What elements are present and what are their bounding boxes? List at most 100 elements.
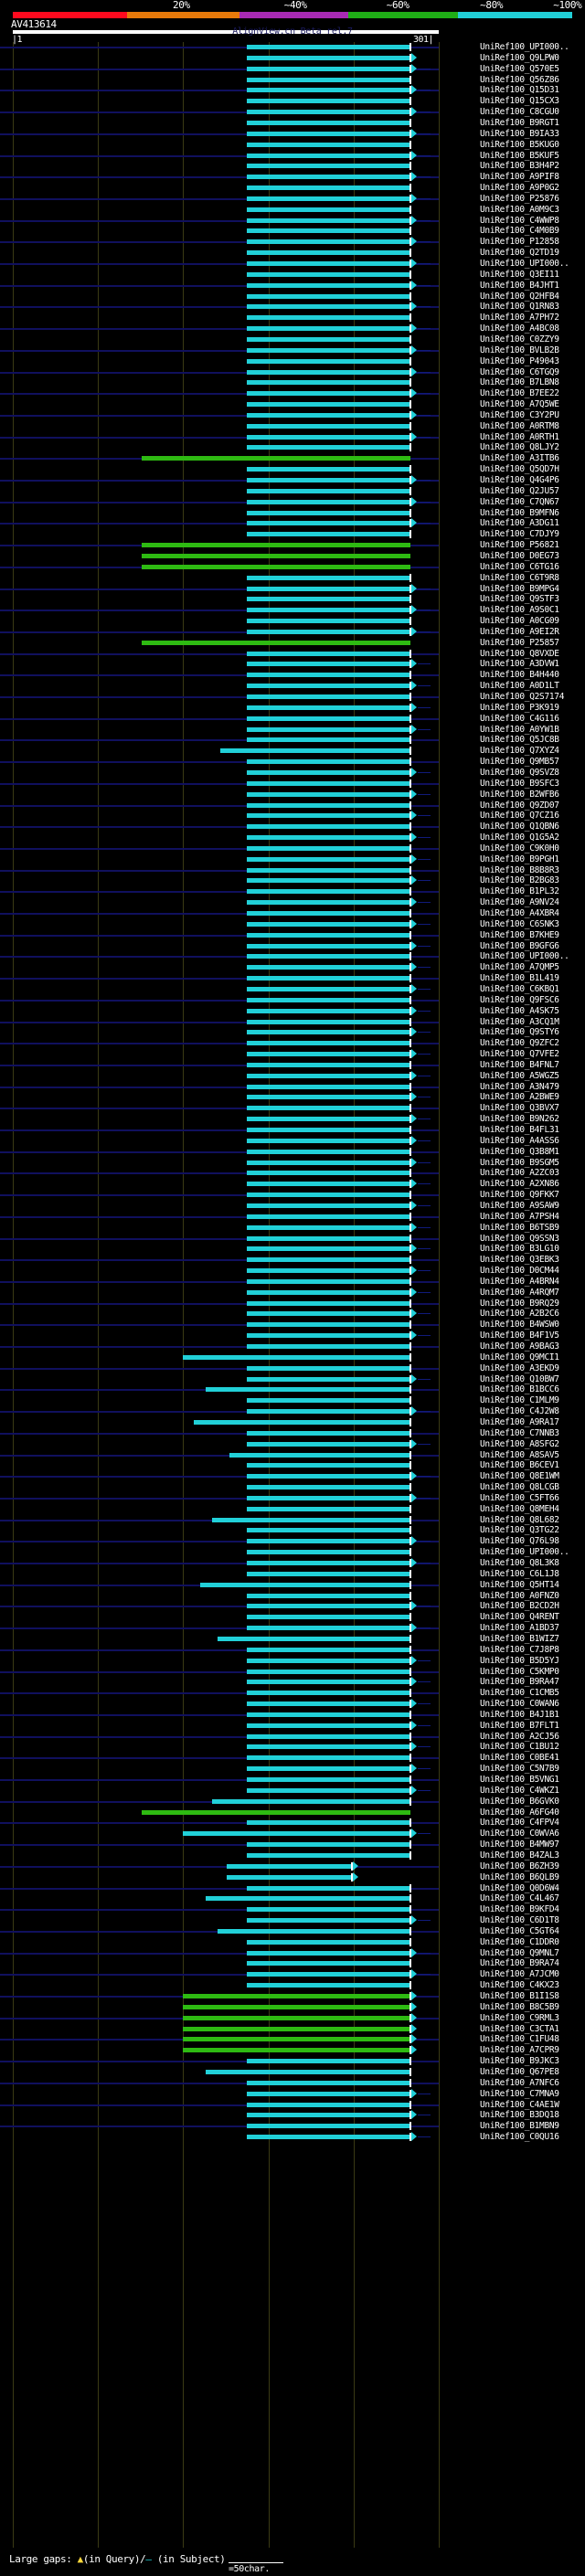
hit-row[interactable]: UniRef100_B7EE22 [0,388,585,398]
hit-alignment-bar[interactable] [247,1290,411,1295]
hit-alignment-bar[interactable] [247,283,411,288]
hit-accession-label[interactable]: UniRef100_A9BAG3 [480,1341,559,1352]
hit-alignment-bar[interactable] [247,2059,411,2063]
hit-alignment-bar[interactable] [182,1994,411,1998]
hit-alignment-bar[interactable] [247,922,411,927]
hit-accession-label[interactable]: UniRef100_C7MNA9 [480,2089,559,2099]
hit-alignment-bar[interactable] [247,424,411,429]
hit-accession-label[interactable]: UniRef100_A9SAW9 [480,1201,559,1211]
hit-accession-label[interactable]: UniRef100_B4WSW0 [480,1320,559,1330]
hit-row[interactable]: UniRef100_C5N7B9 [0,1764,585,1774]
hit-row[interactable]: UniRef100_A7Q5WE [0,399,585,409]
hit-accession-label[interactable]: UniRef100_B9RQ29 [480,1299,559,1309]
hit-alignment-bar[interactable] [247,1485,411,1489]
hit-alignment-bar[interactable] [247,1561,411,1565]
hit-row[interactable]: UniRef100_C7J8P8 [0,1645,585,1655]
hit-row[interactable]: UniRef100_A7PSH4 [0,1212,585,1222]
hit-alignment-bar[interactable] [247,1301,411,1306]
hit-alignment-bar[interactable] [247,576,411,580]
hit-alignment-bar[interactable] [247,1463,411,1468]
hit-alignment-bar[interactable] [247,1268,411,1273]
hit-row[interactable]: UniRef100_B3H4P2 [0,161,585,171]
hit-accession-label[interactable]: UniRef100_Q8L3K8 [480,1558,559,1568]
hit-row[interactable]: UniRef100_C4G116 [0,714,585,724]
hit-row[interactable]: UniRef100_B9SFC3 [0,779,585,789]
hit-accession-label[interactable]: UniRef100_C4G116 [480,714,559,724]
hit-row[interactable]: UniRef100_C1CMB5 [0,1688,585,1698]
hit-accession-label[interactable]: UniRef100_B6ZH39 [480,1861,559,1871]
hit-row[interactable]: UniRef100_A4XBR4 [0,908,585,918]
hit-accession-label[interactable]: UniRef100_C9K0H0 [480,843,559,853]
hit-alignment-bar[interactable] [247,78,411,82]
hit-accession-label[interactable]: UniRef100_A9S0C1 [480,605,559,615]
hit-alignment-bar[interactable] [229,1453,411,1458]
hit-alignment-bar[interactable] [247,1193,411,1197]
hit-accession-label[interactable]: UniRef100_B3H4P2 [480,161,559,171]
hit-alignment-bar[interactable] [247,370,411,375]
hit-alignment-bar[interactable] [247,1095,411,1099]
hit-alignment-bar[interactable] [247,1020,411,1024]
hit-accession-label[interactable]: UniRef100_A0M9C3 [480,205,559,215]
hit-alignment-bar[interactable] [247,737,411,742]
hit-accession-label[interactable]: UniRef100_Q0D6W4 [480,1883,559,1893]
hit-alignment-bar[interactable] [247,521,411,525]
hit-alignment-bar[interactable] [247,1474,411,1479]
hit-row[interactable]: UniRef100_B4H440 [0,670,585,680]
hit-accession-label[interactable]: UniRef100_C0WAN6 [480,1699,559,1709]
hit-accession-label[interactable]: UniRef100_C6TG16 [480,562,559,572]
hit-row[interactable]: UniRef100_P25876 [0,194,585,204]
hit-accession-label[interactable]: UniRef100_B4FNL7 [480,1060,559,1070]
hit-alignment-bar[interactable] [247,121,411,125]
hit-accession-label[interactable]: UniRef100_Q2TD19 [480,248,559,258]
hit-accession-label[interactable]: UniRef100_A8SAV5 [480,1450,559,1460]
hit-accession-label[interactable]: UniRef100_Q7CZ16 [480,811,559,821]
hit-row[interactable]: UniRef100_B9PGH1 [0,854,585,864]
hit-row[interactable]: UniRef100_C0WVA6 [0,1829,585,1839]
hit-accession-label[interactable]: UniRef100_B3LG10 [480,1244,559,1254]
hit-row[interactable]: UniRef100_C5GT64 [0,1926,585,1936]
hit-accession-label[interactable]: UniRef100_C4KX23 [480,1980,559,1990]
hit-row[interactable]: UniRef100_Q9MB57 [0,757,585,767]
hit-alignment-bar[interactable] [247,45,411,49]
hit-row[interactable]: UniRef100_B1MBN9 [0,2121,585,2131]
hit-row[interactable]: UniRef100_P49043 [0,356,585,366]
hit-alignment-bar[interactable] [247,1085,411,1089]
hit-alignment-bar[interactable] [247,1409,411,1414]
hit-row[interactable]: UniRef100_Q5QD7H [0,464,585,474]
hit-accession-label[interactable]: UniRef100_P25876 [480,194,559,204]
hit-row[interactable]: UniRef100_B2BG83 [0,875,585,885]
hit-row[interactable]: UniRef100_C6KBQ1 [0,984,585,994]
hit-accession-label[interactable]: UniRef100_C1BU12 [480,1742,559,1752]
hit-accession-label[interactable]: UniRef100_Q9LPW0 [480,53,559,63]
hit-accession-label[interactable]: UniRef100_C6SNK3 [480,919,559,929]
hit-accession-label[interactable]: UniRef100_Q9STF3 [480,594,559,604]
hit-alignment-bar[interactable] [247,694,411,699]
hit-row[interactable]: UniRef100_A3ITB6 [0,453,585,463]
hit-row[interactable]: UniRef100_A9P0G2 [0,183,585,193]
hit-row[interactable]: UniRef100_A4ASS6 [0,1136,585,1146]
hit-row[interactable]: UniRef100_A0M9C3 [0,205,585,215]
hit-accession-label[interactable]: UniRef100_C9RML3 [480,2013,559,2023]
hit-row[interactable]: UniRef100_B7FLT1 [0,1721,585,1731]
hit-accession-label[interactable]: UniRef100_B1WIZ7 [480,1634,559,1644]
hit-row[interactable]: UniRef100_A7CPR9 [0,2045,585,2055]
hit-row[interactable]: UniRef100_B3LG10 [0,1244,585,1254]
hit-row[interactable]: UniRef100_C1BU12 [0,1742,585,1752]
hit-alignment-bar[interactable] [247,2103,411,2107]
hit-row[interactable]: UniRef100_C6SNK3 [0,919,585,929]
hit-accession-label[interactable]: UniRef100_Q76L98 [480,1536,559,1546]
hit-alignment-bar[interactable] [247,813,411,818]
hit-alignment-bar[interactable] [247,532,411,536]
hit-alignment-bar[interactable] [182,2016,411,2020]
hit-row[interactable]: UniRef100_A3EKD9 [0,1363,585,1373]
hit-alignment-bar[interactable] [247,1442,411,1447]
hit-accession-label[interactable]: UniRef100_Q9MB57 [480,757,559,767]
hit-accession-label[interactable]: UniRef100_A7PSH4 [480,1212,559,1222]
hit-alignment-bar[interactable] [247,1626,411,1630]
hit-row[interactable]: UniRef100_A2ZC03 [0,1168,585,1178]
hit-alignment-bar[interactable] [247,239,411,244]
hit-accession-label[interactable]: UniRef100_Q9FKK7 [480,1190,559,1200]
hit-alignment-bar[interactable] [247,1723,411,1728]
hit-alignment-bar[interactable] [247,250,411,255]
hit-alignment-bar[interactable] [247,1842,411,1847]
